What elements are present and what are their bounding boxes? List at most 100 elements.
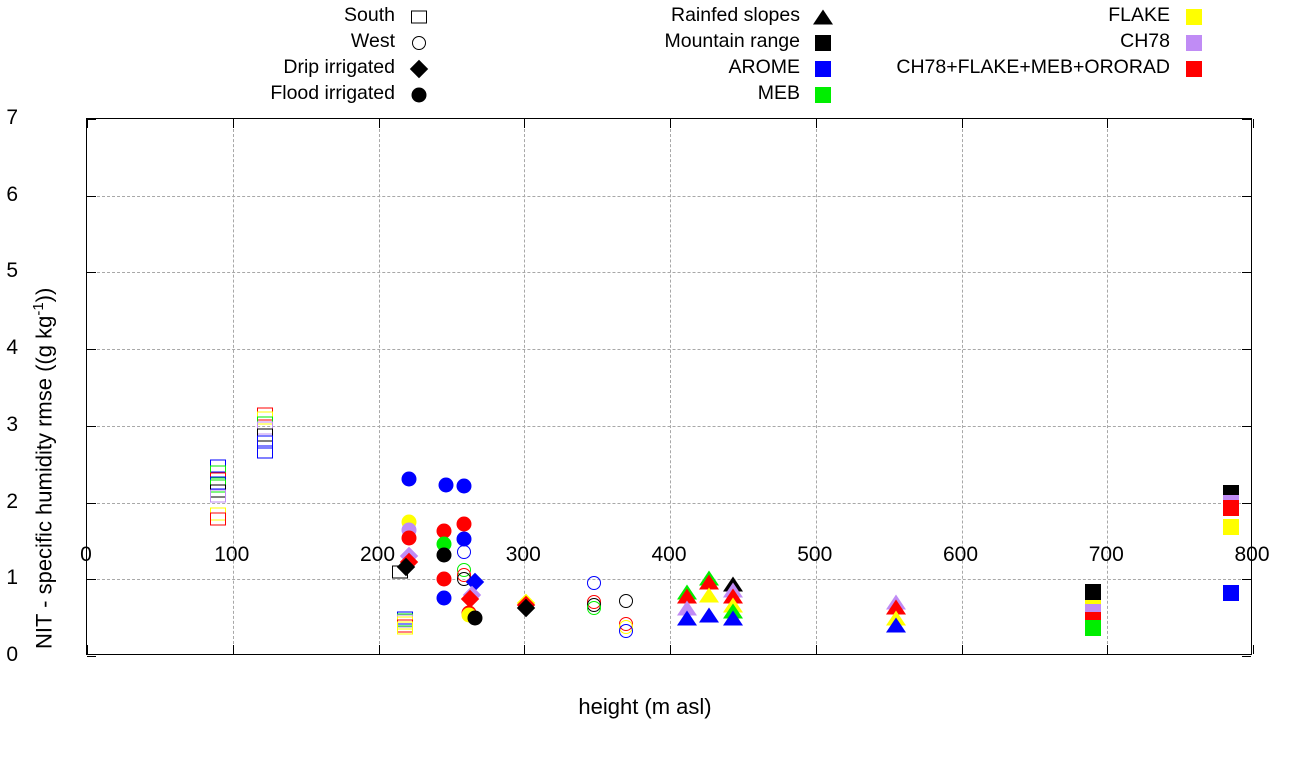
legend-item-arome: AROME bbox=[470, 56, 834, 78]
filled-circle-marker bbox=[436, 523, 452, 539]
x-tick-top bbox=[1253, 119, 1254, 128]
legend-label: CH78+FLAKE+MEB+ORORAD bbox=[896, 56, 1170, 78]
x-tick-label: 300 bbox=[505, 543, 541, 566]
legend: South West Drip irrigated Flood irrigated R… bbox=[0, 0, 1290, 110]
filled-square-marker bbox=[815, 60, 831, 77]
open-circle-marker bbox=[619, 623, 634, 638]
legend-key-filled-circle-marker bbox=[408, 84, 430, 106]
x-gridline bbox=[670, 119, 671, 654]
x-tick bbox=[815, 645, 817, 654]
filled-square-marker bbox=[1223, 519, 1240, 536]
y-tick-label: 4 bbox=[6, 336, 18, 360]
legend-key-filled-square-marker bbox=[812, 32, 834, 54]
x-tick-label: 600 bbox=[942, 543, 979, 566]
y-gridline bbox=[87, 272, 1251, 274]
y-tick-right bbox=[1242, 272, 1251, 274]
open-circle-marker bbox=[457, 545, 472, 560]
open-circle-marker bbox=[587, 601, 602, 616]
open-square-marker bbox=[392, 565, 409, 579]
filled-triangle-marker bbox=[885, 617, 906, 633]
legend-item-ch78-flake-meb-ororad: CH78+FLAKE+MEB+ORORAD bbox=[740, 56, 1205, 78]
y-tick-right bbox=[1242, 349, 1251, 351]
x-tick-label: 700 bbox=[1088, 543, 1124, 566]
legend-item-west: West bbox=[95, 30, 430, 52]
filled-square-marker bbox=[1186, 60, 1202, 77]
filled-triangle-marker bbox=[699, 587, 720, 603]
x-tick-top bbox=[815, 119, 817, 128]
open-circle-marker bbox=[619, 593, 634, 608]
x-tick-label: 100 bbox=[214, 543, 250, 566]
legend-label: AROME bbox=[728, 56, 800, 78]
filled-triangle-marker bbox=[677, 588, 698, 604]
filled-circle-marker bbox=[401, 530, 417, 546]
x-tick-label: 0 bbox=[80, 543, 92, 566]
filled-square-marker bbox=[1223, 499, 1240, 516]
y-tick bbox=[87, 579, 96, 581]
legend-label: South bbox=[344, 4, 395, 26]
legend-label: West bbox=[350, 30, 395, 52]
x-tick bbox=[87, 645, 88, 654]
open-square-marker bbox=[396, 621, 413, 635]
filled-circle-marker bbox=[411, 87, 427, 103]
x-tick-top bbox=[378, 119, 380, 128]
legend-label: FLAKE bbox=[1108, 4, 1170, 26]
legend-key-filled-square-marker bbox=[1183, 6, 1205, 28]
x-gridline bbox=[378, 119, 380, 654]
filled-triangle-marker bbox=[699, 574, 720, 590]
y-tick-right bbox=[1242, 579, 1251, 581]
y-axis-title-exponent: -1 bbox=[30, 302, 47, 316]
filled-square-marker bbox=[1084, 584, 1101, 601]
open-square-marker bbox=[210, 512, 227, 526]
open-square-marker bbox=[256, 428, 273, 442]
open-square-marker bbox=[256, 445, 273, 459]
y-tick bbox=[87, 656, 96, 657]
y-tick-right bbox=[1242, 656, 1251, 657]
legend-key-filled-square-marker bbox=[812, 58, 834, 80]
x-axis-title: height (m asl) bbox=[578, 694, 712, 719]
x-tick-top bbox=[670, 119, 671, 128]
filled-circle-marker bbox=[456, 516, 472, 532]
x-tick bbox=[1107, 645, 1109, 654]
open-square-marker bbox=[256, 421, 273, 435]
filled-circle-marker bbox=[438, 477, 454, 493]
legend-key-filled-square-marker bbox=[1183, 32, 1205, 54]
legend-label: Rainfed slopes bbox=[671, 4, 800, 26]
plot-area bbox=[86, 118, 1254, 657]
x-tick-top bbox=[232, 119, 234, 128]
y-tick-right bbox=[1242, 119, 1251, 120]
filled-circle-marker bbox=[436, 590, 452, 606]
y-tick-label: 7 bbox=[6, 106, 18, 129]
filled-square-marker bbox=[1223, 585, 1240, 602]
y-axis-title: NIT - specific humidity rmse ((g kg-1)) bbox=[30, 287, 57, 649]
x-tick-label: 500 bbox=[797, 543, 833, 566]
open-square-marker bbox=[210, 465, 227, 479]
legend-key-filled-triangle-marker bbox=[812, 6, 834, 28]
x-tick-top bbox=[524, 119, 526, 128]
filled-diamond-marker bbox=[409, 59, 429, 78]
legend-label: Flood irrigated bbox=[270, 82, 395, 104]
filled-square-marker bbox=[1084, 619, 1101, 636]
x-tick-top bbox=[961, 119, 963, 128]
y-tick bbox=[87, 272, 96, 274]
filled-triangle-marker bbox=[722, 610, 743, 626]
y-tick bbox=[87, 502, 96, 504]
y-gridline bbox=[87, 425, 1251, 427]
y-tick bbox=[87, 119, 96, 120]
x-gridline bbox=[815, 119, 817, 654]
open-square-marker bbox=[256, 435, 273, 449]
x-tick bbox=[524, 645, 526, 654]
x-tick bbox=[232, 645, 234, 654]
x-gridline bbox=[1107, 119, 1109, 654]
legend-item-rainfed-slopes: Rainfed slopes bbox=[470, 4, 834, 26]
legend-item-flood-irrigated: Flood irrigated bbox=[95, 82, 430, 104]
open-square-marker bbox=[210, 489, 227, 503]
x-gridline bbox=[524, 119, 526, 654]
x-tick-label: 400 bbox=[651, 543, 687, 566]
legend-item-flake: FLAKE bbox=[740, 4, 1205, 26]
open-circle-marker bbox=[412, 35, 426, 50]
filled-triangle-marker bbox=[813, 9, 833, 25]
legend-label: CH78 bbox=[1120, 30, 1170, 52]
x-tick-label: 800 bbox=[1234, 543, 1270, 566]
x-gridline bbox=[961, 119, 963, 654]
legend-key-filled-square-marker bbox=[812, 84, 834, 106]
